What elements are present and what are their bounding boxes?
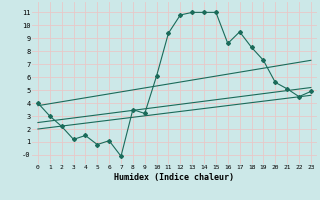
X-axis label: Humidex (Indice chaleur): Humidex (Indice chaleur) xyxy=(115,173,234,182)
